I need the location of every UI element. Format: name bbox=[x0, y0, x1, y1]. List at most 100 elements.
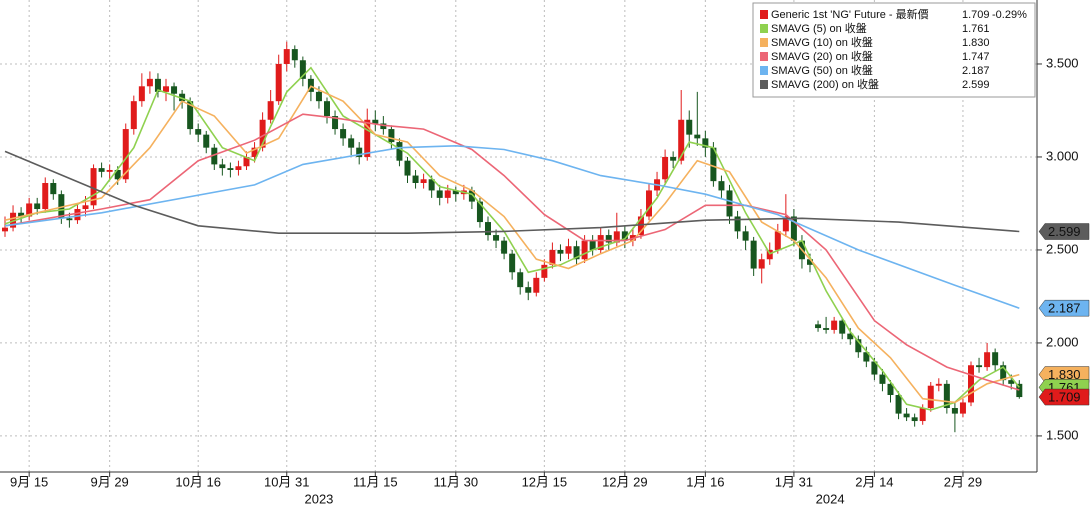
x-tick-label: 11月 15 bbox=[353, 474, 398, 489]
candle-body bbox=[927, 385, 934, 409]
y-tick-label: 3.000 bbox=[1046, 148, 1079, 163]
legend-swatch bbox=[760, 80, 768, 89]
candle-body bbox=[356, 147, 363, 157]
ma-line bbox=[4, 144, 1020, 309]
candle-body bbox=[90, 168, 97, 206]
candle-body bbox=[332, 116, 339, 130]
candle-body bbox=[106, 169, 113, 172]
candle-body bbox=[146, 78, 153, 87]
candle-body bbox=[251, 147, 258, 157]
candle-body bbox=[758, 259, 765, 269]
value-tag-label: 2.599 bbox=[1048, 224, 1081, 239]
legend-label: Generic 1st 'NG' Future - 最新價 bbox=[771, 7, 929, 21]
candle-body bbox=[847, 333, 854, 340]
legend-value: 1.747 bbox=[962, 51, 990, 63]
candle-body bbox=[605, 235, 612, 243]
candle-body bbox=[501, 240, 508, 254]
candle-body bbox=[171, 86, 178, 94]
candle-body bbox=[74, 209, 81, 221]
candle-body bbox=[702, 138, 709, 148]
x-tick-label: 12月 15 bbox=[522, 474, 568, 489]
legend-box bbox=[752, 2, 1036, 98]
legend-value: 1.761 bbox=[962, 23, 990, 35]
candle-body bbox=[26, 203, 33, 217]
candle-body bbox=[992, 352, 999, 366]
candle-body bbox=[549, 249, 556, 265]
candle-body bbox=[533, 277, 540, 293]
x-tick-label: 11月 30 bbox=[434, 474, 479, 489]
candle-body bbox=[291, 49, 298, 61]
candle-body bbox=[299, 60, 306, 79]
candle-body bbox=[525, 287, 532, 293]
candle-body bbox=[887, 383, 894, 396]
candle-body bbox=[340, 129, 347, 139]
legend-swatch bbox=[760, 24, 768, 33]
candle-body bbox=[485, 222, 491, 236]
candle-body bbox=[452, 190, 459, 195]
candle-body bbox=[58, 194, 65, 219]
candle-body bbox=[790, 216, 797, 241]
candle-body bbox=[662, 156, 669, 180]
candle-body bbox=[275, 63, 282, 102]
candle-body bbox=[50, 182, 57, 195]
candle-body bbox=[621, 231, 628, 241]
candle-body bbox=[565, 246, 572, 254]
legend-swatch bbox=[760, 10, 768, 19]
candle-body bbox=[195, 129, 202, 135]
candle-body bbox=[678, 119, 685, 161]
x-tick-label: 9月 15 bbox=[10, 474, 48, 489]
value-tag-label: 2.187 bbox=[1048, 301, 1081, 316]
candle-body bbox=[541, 264, 548, 278]
candle-body bbox=[984, 352, 991, 368]
candle-body bbox=[879, 374, 886, 384]
candle-body bbox=[831, 320, 838, 330]
legend-label: SMAVG (5) on 收盤 bbox=[771, 21, 867, 35]
candle-body bbox=[943, 383, 950, 409]
candle-body bbox=[911, 417, 918, 422]
candle-body bbox=[227, 168, 234, 170]
candle-body bbox=[420, 179, 427, 183]
candle-body bbox=[18, 212, 25, 217]
candle-body bbox=[895, 395, 902, 414]
legend: Generic 1st 'NG' Future - 最新價 1.709 -0.29%… bbox=[752, 2, 1036, 98]
candle-body bbox=[646, 190, 652, 217]
ma-line bbox=[4, 150, 1020, 234]
legend-label: SMAVG (50) on 收盤 bbox=[771, 63, 873, 77]
y-tick-label: 1.500 bbox=[1046, 427, 1079, 442]
candle-body bbox=[10, 212, 17, 228]
candle-body bbox=[283, 49, 290, 64]
candle-body bbox=[372, 119, 379, 124]
x-tick-label: 2月 29 bbox=[944, 474, 982, 489]
candle-body bbox=[122, 129, 129, 180]
candle-body bbox=[766, 249, 773, 260]
candle-body bbox=[734, 216, 741, 232]
legend-label: SMAVG (10) on 收盤 bbox=[771, 35, 873, 49]
candle-body bbox=[686, 119, 693, 135]
candle-body bbox=[637, 216, 644, 236]
y-tick-label: 2.500 bbox=[1046, 241, 1079, 256]
candle-body bbox=[823, 328, 830, 330]
candle-body bbox=[348, 138, 355, 148]
candle-body bbox=[589, 240, 596, 250]
candle-body bbox=[968, 365, 974, 403]
x-tick-label: 12月 29 bbox=[602, 474, 648, 489]
candle-body bbox=[267, 101, 274, 120]
candle-body bbox=[219, 164, 226, 169]
year-label: 2024 bbox=[816, 491, 845, 506]
x-tick-label: 10月 16 bbox=[175, 474, 221, 489]
candle-body bbox=[163, 86, 169, 92]
ma-line bbox=[4, 85, 1020, 404]
candle-body bbox=[1008, 380, 1015, 384]
candle-body bbox=[315, 91, 322, 102]
candle-body bbox=[396, 142, 403, 161]
candle-body bbox=[436, 190, 443, 198]
candle-body bbox=[468, 190, 475, 202]
legend-label: SMAVG (20) on 收盤 bbox=[771, 49, 873, 63]
candle-body bbox=[807, 259, 813, 265]
candle-body bbox=[976, 365, 983, 368]
candle-body bbox=[710, 147, 717, 182]
candle-body bbox=[243, 156, 250, 167]
legend-swatch bbox=[760, 52, 768, 61]
candle-body bbox=[66, 218, 73, 221]
candle-body bbox=[597, 235, 604, 250]
